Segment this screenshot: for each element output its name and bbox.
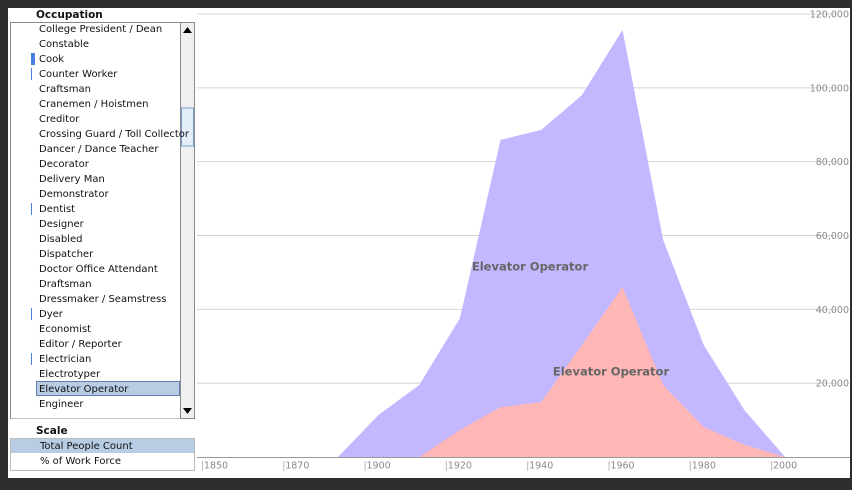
list-item[interactable]: Dancer / Dance Teacher — [39, 144, 159, 155]
list-item[interactable]: Dentist — [39, 204, 75, 215]
list-item[interactable]: Doctor Office Attendant — [39, 264, 158, 275]
x-tick-label: 1850 — [204, 461, 228, 472]
item-marker — [31, 53, 35, 65]
x-tick-label: 1900 — [367, 461, 391, 472]
area-label: Elevator Operator — [472, 260, 589, 274]
scroll-thumb[interactable] — [181, 107, 194, 147]
list-item[interactable]: Craftsman — [39, 84, 91, 95]
list-item[interactable]: Electrician — [39, 354, 91, 365]
y-tick-label: 60,000 — [816, 231, 849, 242]
scale-option[interactable]: % of Work Force — [40, 456, 121, 467]
x-tick-label: 1980 — [692, 461, 716, 472]
list-item[interactable]: Dressmaker / Seamstress — [39, 294, 166, 305]
list-item[interactable]: Crossing Guard / Toll Collector — [39, 129, 190, 140]
y-tick-label: 80,000 — [816, 157, 849, 168]
scroll-down[interactable] — [183, 408, 192, 414]
list-items: College President / Dean Constable Cook Cou… — [31, 24, 190, 410]
x-tick-label: 1920 — [448, 461, 472, 472]
list-item[interactable]: College President / Dean — [39, 24, 162, 35]
list-item[interactable]: Draftsman — [39, 279, 92, 290]
list-item[interactable]: Delivery Man — [39, 174, 105, 185]
x-tick-label: 1870 — [285, 461, 309, 472]
selected-option — [11, 439, 194, 453]
area-label: Elevator Operator — [553, 365, 670, 379]
y-tick-label: 120,000 — [810, 10, 849, 21]
scale-title: Scale — [36, 425, 68, 437]
list-item[interactable]: Cook — [39, 54, 64, 65]
item-marker — [31, 68, 32, 80]
list-item[interactable]: Editor / Reporter — [39, 339, 123, 350]
list-item[interactable]: Engineer — [39, 399, 84, 410]
selected-row — [36, 381, 180, 396]
x-tick-label: 1940 — [529, 461, 553, 472]
scale-option[interactable]: Total People Count — [39, 441, 133, 452]
item-marker — [31, 353, 32, 365]
y-tick-label: 20,000 — [816, 379, 849, 390]
gap — [8, 420, 196, 428]
x-tick-label: 1960 — [610, 461, 634, 472]
list-item[interactable]: Decorator — [39, 159, 90, 170]
scroll-up[interactable] — [183, 27, 192, 33]
item-marker — [31, 203, 32, 215]
list-item[interactable]: Constable — [39, 39, 89, 50]
list-item[interactable]: Designer — [39, 219, 85, 230]
list-item[interactable]: Demonstrator — [39, 189, 109, 200]
list-item[interactable]: Elevator Operator — [39, 384, 129, 395]
scale-options: Total People Count % of Work Force — [11, 439, 194, 467]
occupation-list[interactable] — [10, 22, 195, 419]
list-item[interactable]: Dyer — [39, 309, 64, 320]
list-item[interactable]: Counter Worker — [39, 69, 118, 80]
y-tick-label: 40,000 — [816, 305, 849, 316]
list-item[interactable]: Economist — [39, 324, 91, 335]
area — [216, 287, 786, 457]
list-item[interactable]: Disabled — [39, 234, 82, 245]
y-tick-label: 100,000 — [810, 83, 849, 94]
list-clip — [11, 418, 180, 421]
list-item[interactable]: Cranemen / Hoistmen — [39, 99, 148, 110]
scrollbar[interactable] — [180, 22, 195, 419]
x-tick-label: 2000 — [773, 461, 797, 472]
item-marker — [31, 308, 32, 320]
occupation-title: Occupation — [36, 9, 103, 21]
chart: 20,000 40,000 60,000 80,000 100,000 120,000 El… — [197, 10, 849, 472]
list-item[interactable]: Creditor — [39, 114, 80, 125]
list-item[interactable]: Dispatcher — [39, 249, 94, 260]
list-item[interactable]: Electrotyper — [39, 369, 101, 380]
